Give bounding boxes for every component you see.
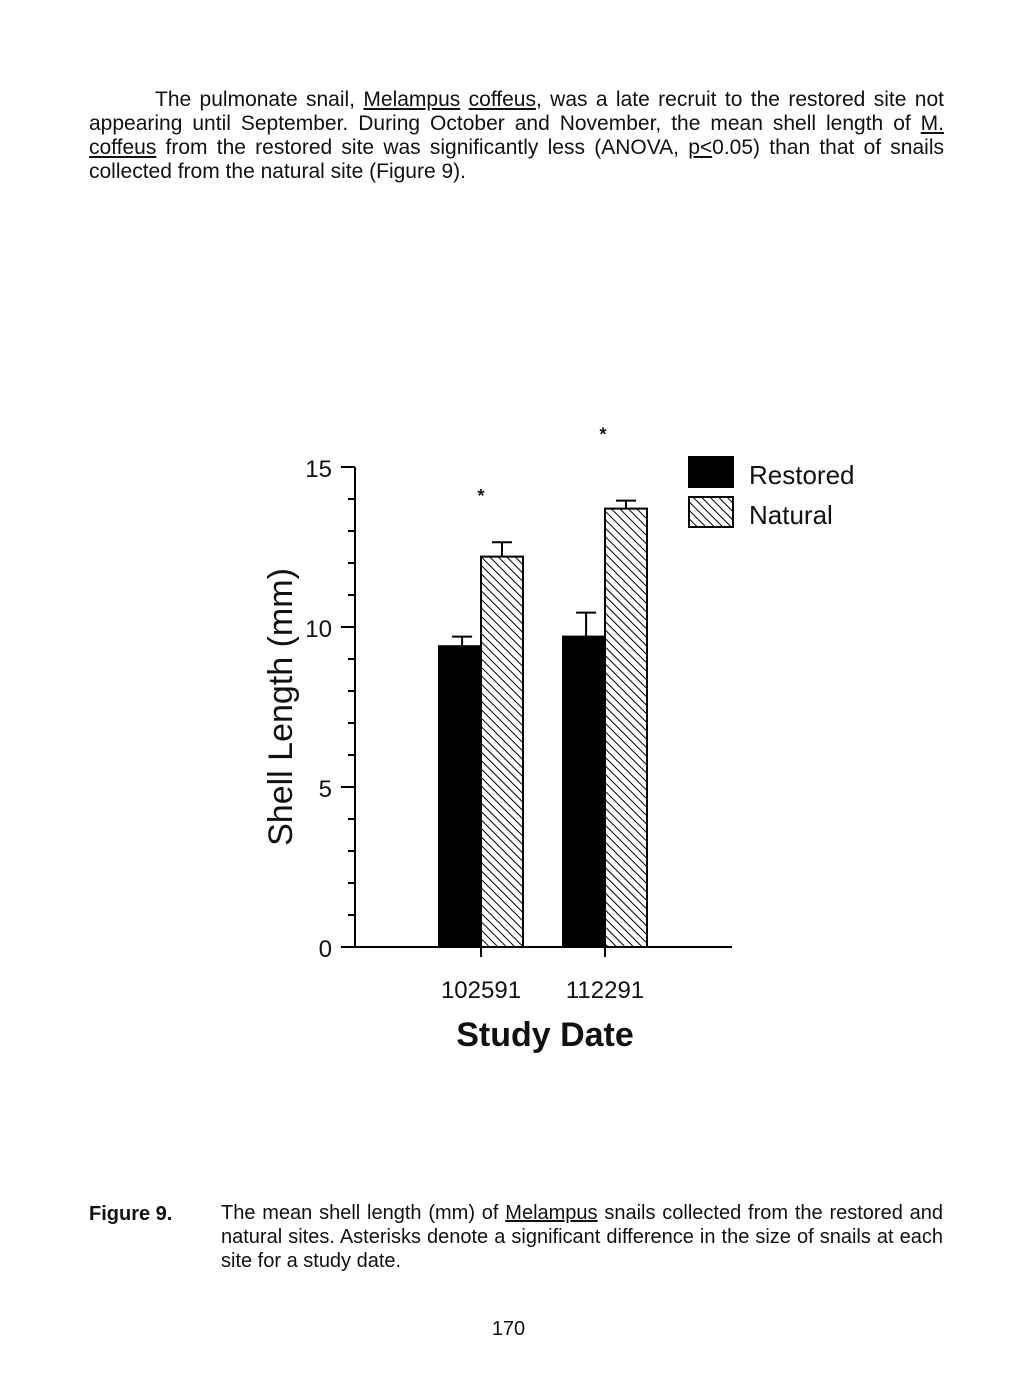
bar-natural-112291 bbox=[604, 507, 648, 948]
y-tick-label: 10 bbox=[305, 616, 332, 643]
bar-restored-102591 bbox=[438, 645, 482, 948]
para-species-2: coffeus bbox=[89, 136, 157, 159]
bar-restored-112291 bbox=[562, 635, 606, 948]
y-tick-label: 15 bbox=[305, 456, 332, 483]
caption-text-1: The mean shell length (mm) of bbox=[221, 1202, 506, 1224]
y-axis-label: Shell Length (mm) bbox=[262, 568, 300, 846]
figure-caption: The mean shell length (mm) of Melampus s… bbox=[221, 1201, 943, 1273]
legend-swatch-natural bbox=[688, 496, 734, 528]
figure-label: Figure 9. bbox=[89, 1203, 173, 1225]
legend-swatch-restored bbox=[688, 456, 734, 488]
significance-asterisk: * bbox=[599, 425, 606, 445]
para-abbrev: M. bbox=[920, 112, 944, 135]
page-number: 170 bbox=[491, 1318, 526, 1340]
x-tick-label: 102591 bbox=[441, 977, 521, 1004]
bar-natural-102591 bbox=[480, 555, 524, 948]
para-genus: Melampus bbox=[363, 88, 461, 111]
para-text-1: The pulmonate snail, bbox=[155, 88, 364, 111]
x-tick-label: 112291 bbox=[566, 977, 644, 1004]
para-text-6: 0.05) than that of snails collected from… bbox=[89, 136, 945, 183]
significance-asterisk: * bbox=[477, 486, 484, 506]
legend-label-natural: Natural bbox=[749, 500, 833, 530]
body-paragraph: The pulmonate snail, Melampus coffeus, w… bbox=[89, 88, 944, 184]
y-tick-label: 0 bbox=[319, 936, 332, 963]
para-p-value: p< bbox=[688, 136, 713, 159]
caption-genus: Melampus bbox=[505, 1202, 598, 1224]
para-text-5: from the restored site was significantly… bbox=[156, 136, 689, 159]
y-tick-label: 5 bbox=[319, 776, 332, 803]
para-text-3: , was a late recruit to the restored sit… bbox=[89, 88, 944, 135]
caption-text-2: snails collected from the restored and n… bbox=[221, 1202, 943, 1272]
legend-label-restored: Restored bbox=[749, 460, 855, 490]
bar-chart: 0 5 10 15 * * 102591 112291 Restored Natural S… bbox=[262, 425, 855, 1054]
para-species: coffeus bbox=[468, 88, 536, 111]
x-axis-label: Study Date bbox=[456, 1016, 634, 1054]
